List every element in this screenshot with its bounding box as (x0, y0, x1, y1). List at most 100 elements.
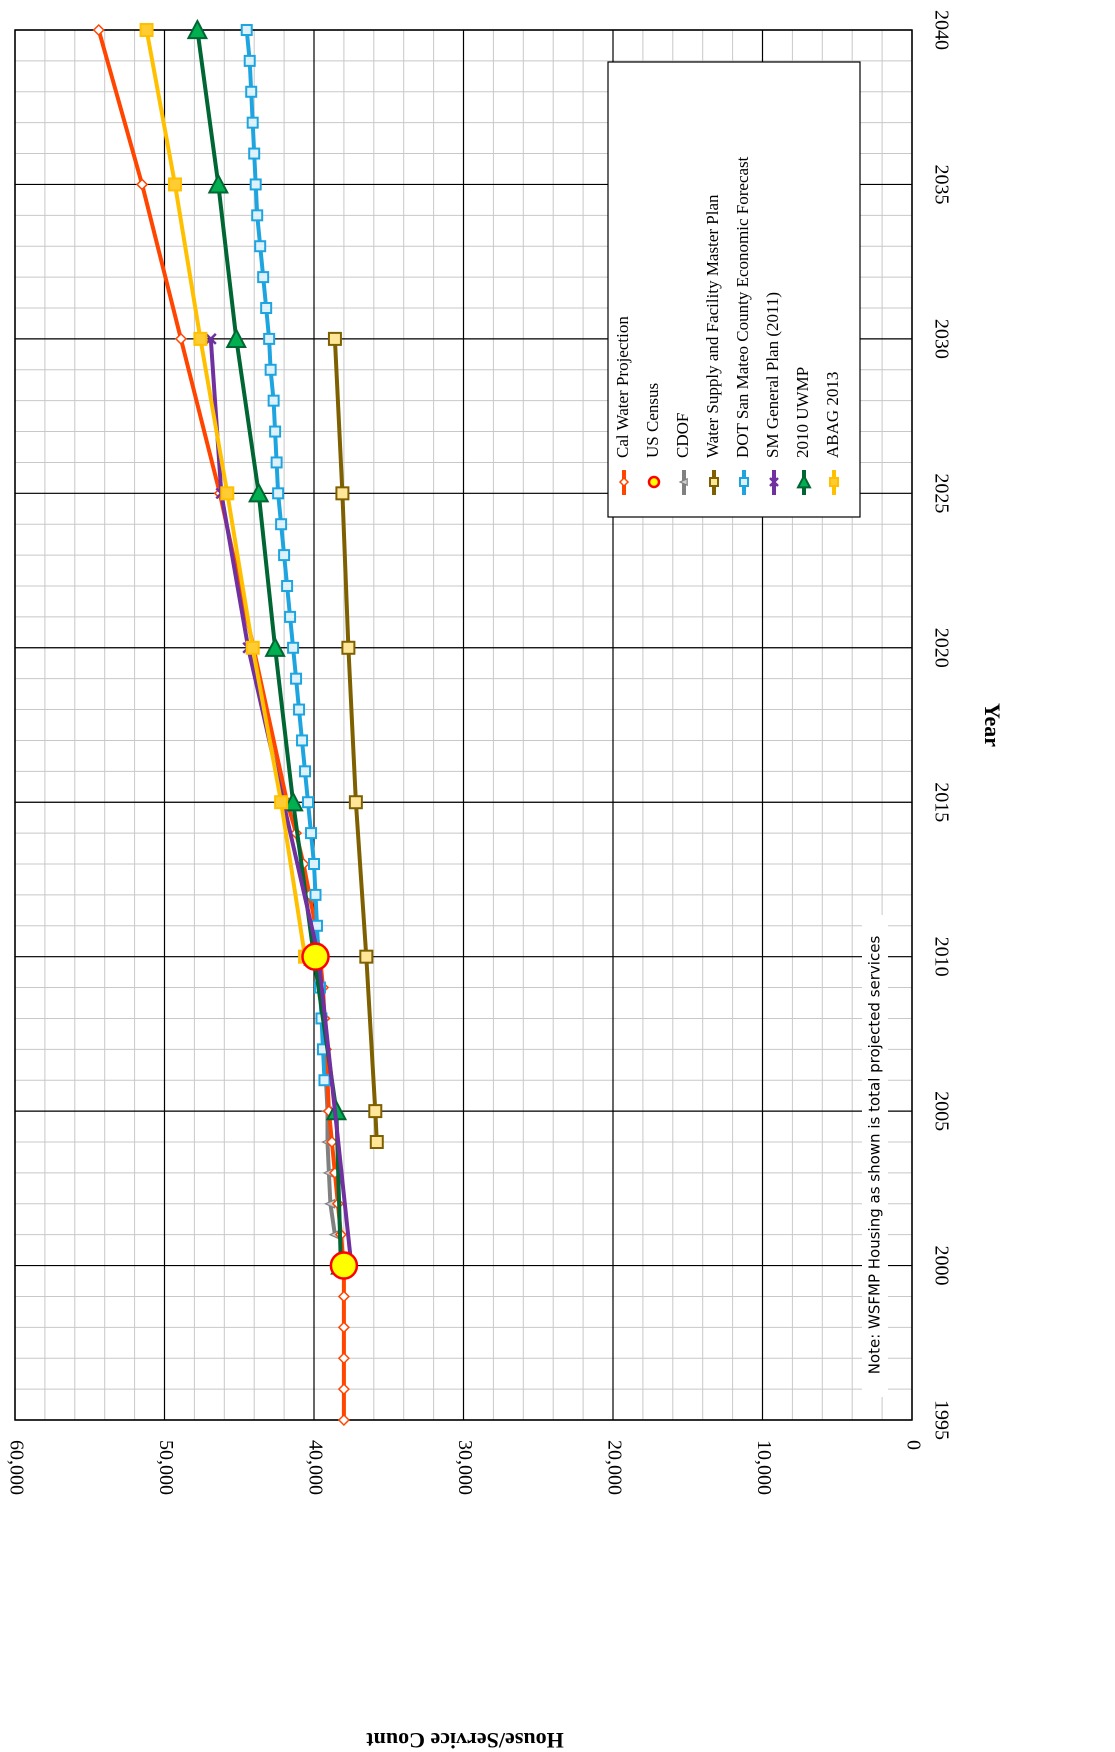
x-tick-label: 2000 (930, 1246, 952, 1286)
legend-swatch-marker (678, 477, 688, 487)
legend-entry: DOT San Mateo County Economic Forecast (733, 156, 752, 495)
data-point (359, 949, 374, 964)
x-tick-label: 2005 (930, 1091, 952, 1131)
plot-area (14, 29, 913, 1421)
data-point (274, 795, 289, 810)
legend: Cal Water Projection US Census CDOF Water S… (607, 61, 861, 518)
data-point (245, 640, 260, 655)
data-point (290, 672, 303, 685)
series-dot-san-mateo-county-economic-forecast (240, 24, 331, 1087)
y-tick-label: 30,000 (454, 1440, 476, 1495)
data-point (207, 173, 229, 194)
x-axis-label: Year (980, 703, 1005, 747)
legend-entry: 2010 UWMP (793, 367, 812, 495)
data-point (139, 23, 154, 37)
data-point (251, 209, 264, 222)
data-point (327, 331, 342, 346)
data-point (243, 54, 256, 67)
legend-swatch-marker (829, 477, 839, 487)
data-point (282, 791, 304, 812)
legend-label: Water Supply and Facility Master Plan (703, 194, 722, 458)
legend-swatch-marker (769, 477, 779, 487)
data-point (278, 549, 291, 562)
legend-entry: SM General Plan (2011) (763, 292, 782, 495)
note-box (862, 915, 888, 1397)
legend-box (607, 61, 861, 518)
data-point (341, 640, 356, 655)
data-point (245, 85, 258, 98)
data-point (264, 636, 286, 657)
legend-label: US Census (643, 383, 662, 458)
data-point (186, 18, 209, 40)
data-point (301, 942, 330, 971)
data-point (337, 1352, 350, 1365)
x-tick-label: 2030 (930, 319, 952, 359)
data-point (92, 23, 105, 37)
tick-labels: 1995 2000 2005 2010 2015 2020 2025 2030 2035 2040… (5, 10, 952, 1495)
data-point (167, 177, 182, 192)
data-point (248, 147, 261, 160)
legend-swatch-marker (739, 477, 749, 487)
y-tick-label: 0 (902, 1440, 924, 1450)
series-water-supply-and-facility-master-plan (327, 331, 384, 1149)
data-point (348, 795, 363, 810)
data-point (369, 1135, 384, 1149)
data-point (272, 487, 285, 500)
note-annotation: Note: WSFMP Housing as shown is total pr… (862, 915, 888, 1397)
legend-entries: Cal Water Projection US Census CDOF Water S… (613, 156, 842, 495)
legend-swatch-marker (647, 475, 661, 489)
y-tick-label: 60,000 (5, 1440, 27, 1495)
data-point (308, 858, 320, 870)
y-tick-label: 50,000 (155, 1440, 177, 1495)
data-point (305, 827, 318, 840)
data-point (368, 1104, 383, 1119)
legend-label: CDOF (673, 413, 692, 458)
data-point (193, 331, 208, 346)
x-tick-label: 2015 (930, 782, 952, 822)
legend-swatch-marker (618, 476, 630, 488)
data-point (257, 271, 270, 284)
x-tick-label: 2010 (930, 937, 952, 977)
data-point (267, 394, 280, 407)
data-point (281, 580, 294, 592)
data-point (299, 765, 312, 778)
data-point (204, 333, 217, 345)
series-layer (92, 18, 384, 1427)
y-tick-label: 40,000 (304, 1440, 326, 1495)
legend-entry: US Census (643, 383, 662, 489)
data-point (287, 641, 300, 654)
note-text: Note: WSFMP Housing as shown is total pr… (866, 936, 884, 1375)
legend-label: DOT San Mateo County Economic Forecast (733, 156, 752, 458)
x-tick-label: 2025 (930, 473, 952, 513)
legend-entry: Cal Water Projection (613, 316, 632, 495)
data-point (337, 1383, 350, 1396)
data-point (275, 518, 288, 531)
data-point (302, 796, 315, 809)
legend-entry: Water Supply and Facility Master Plan (703, 194, 722, 495)
data-point (263, 332, 276, 345)
legend-label: 2010 UWMP (793, 367, 812, 458)
data-point (296, 734, 309, 747)
data-point (270, 456, 283, 469)
data-point (249, 178, 262, 191)
data-point (284, 610, 297, 623)
data-point (335, 486, 350, 501)
legend-entry: CDOF (673, 413, 692, 495)
x-tick-label: 2035 (930, 164, 952, 204)
data-point (293, 703, 306, 716)
data-point (174, 332, 188, 345)
data-point (225, 327, 247, 348)
data-point (318, 1074, 331, 1087)
x-tick-label: 2020 (930, 628, 952, 668)
x-tick-label: 1995 (930, 1400, 952, 1440)
y-axis-label: House/Service Count (366, 1728, 564, 1752)
data-point (264, 363, 277, 376)
legend-swatch-marker (796, 473, 812, 489)
legend-label: Cal Water Projection (613, 316, 632, 458)
data-point (337, 1321, 350, 1334)
data-point (240, 24, 253, 36)
data-point (248, 482, 270, 503)
y-tick-label: 20,000 (603, 1440, 625, 1495)
